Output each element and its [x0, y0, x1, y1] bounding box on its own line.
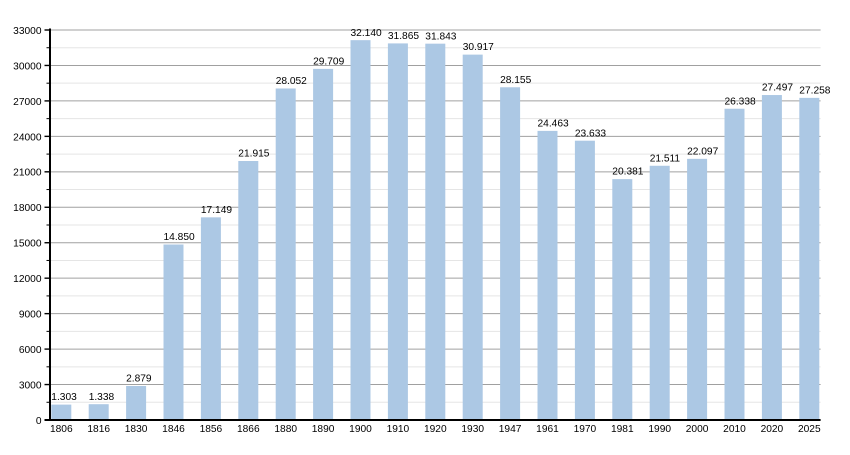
svg-text:27.258: 27.258: [799, 85, 830, 96]
svg-text:1900: 1900: [349, 424, 372, 435]
svg-text:2000: 2000: [686, 424, 709, 435]
svg-text:2010: 2010: [723, 424, 746, 435]
svg-text:1806: 1806: [50, 424, 73, 435]
svg-text:17.149: 17.149: [201, 205, 232, 216]
svg-text:26.338: 26.338: [725, 96, 756, 107]
svg-text:1816: 1816: [87, 424, 110, 435]
svg-text:2025: 2025: [798, 424, 821, 435]
svg-text:1990: 1990: [648, 424, 671, 435]
svg-text:27000: 27000: [13, 97, 42, 108]
svg-text:24000: 24000: [13, 132, 42, 143]
svg-text:1970: 1970: [574, 424, 597, 435]
svg-text:1920: 1920: [424, 424, 447, 435]
svg-text:30.917: 30.917: [463, 42, 494, 53]
svg-text:28.155: 28.155: [500, 75, 531, 86]
svg-text:2020: 2020: [761, 424, 784, 435]
svg-text:1880: 1880: [274, 424, 297, 435]
svg-text:24.463: 24.463: [538, 118, 569, 129]
svg-text:21.915: 21.915: [238, 149, 269, 160]
svg-text:15000: 15000: [13, 239, 42, 250]
svg-text:22.097: 22.097: [687, 146, 718, 157]
svg-text:1947: 1947: [499, 424, 522, 435]
svg-text:2.879: 2.879: [126, 374, 152, 385]
svg-text:31.865: 31.865: [388, 31, 419, 42]
svg-text:31.843: 31.843: [425, 31, 456, 42]
svg-text:1.338: 1.338: [89, 392, 115, 403]
svg-text:21000: 21000: [13, 168, 42, 179]
svg-text:1856: 1856: [200, 424, 223, 435]
svg-text:1961: 1961: [536, 424, 559, 435]
svg-text:1981: 1981: [611, 424, 634, 435]
svg-text:21.511: 21.511: [650, 153, 681, 164]
svg-text:9000: 9000: [19, 310, 42, 321]
svg-text:27.497: 27.497: [762, 83, 793, 94]
svg-text:0: 0: [36, 416, 42, 427]
svg-text:12000: 12000: [13, 274, 42, 285]
svg-text:20.381: 20.381: [612, 167, 643, 178]
svg-text:1910: 1910: [387, 424, 410, 435]
svg-text:23.633: 23.633: [575, 128, 606, 139]
svg-text:33000: 33000: [13, 26, 42, 37]
svg-text:30000: 30000: [13, 61, 42, 72]
svg-text:1930: 1930: [461, 424, 484, 435]
svg-text:1890: 1890: [312, 424, 335, 435]
svg-text:32.140: 32.140: [351, 28, 382, 39]
svg-text:29.709: 29.709: [313, 56, 344, 67]
svg-text:6000: 6000: [19, 345, 42, 356]
svg-text:1830: 1830: [125, 424, 148, 435]
svg-text:14.850: 14.850: [164, 232, 195, 243]
svg-text:1866: 1866: [237, 424, 260, 435]
svg-text:1.303: 1.303: [51, 392, 77, 403]
svg-text:18000: 18000: [13, 203, 42, 214]
svg-text:1846: 1846: [162, 424, 185, 435]
svg-text:3000: 3000: [19, 380, 42, 391]
svg-text:28.052: 28.052: [276, 76, 307, 87]
